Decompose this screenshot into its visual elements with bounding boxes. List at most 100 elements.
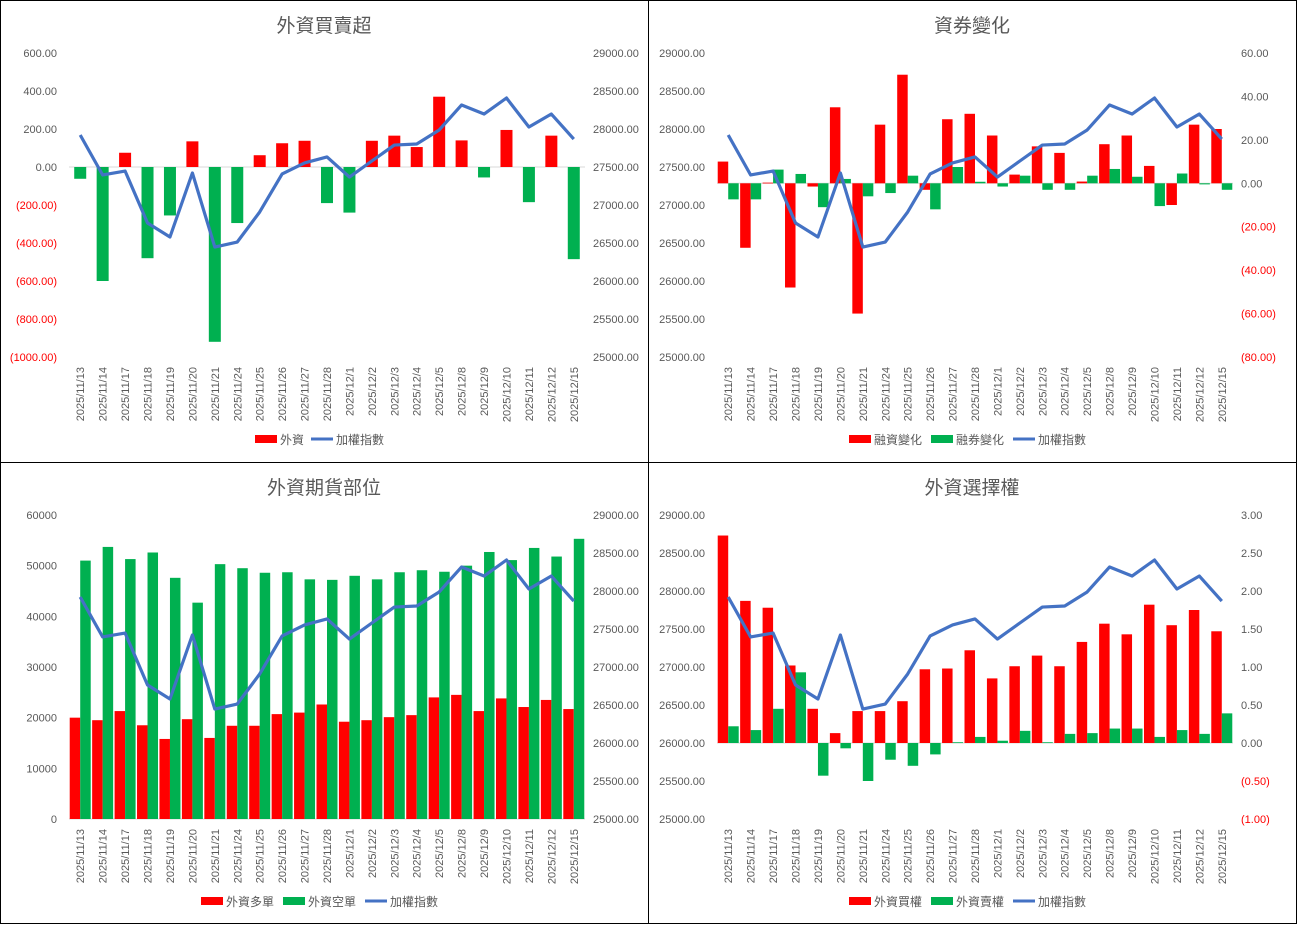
left-axis-tick-label: 600.00: [23, 48, 57, 60]
right-axis-tick-label: 26000.00: [593, 276, 639, 288]
index-line: [78, 96, 575, 249]
bar-外資買權: [964, 650, 975, 743]
bar-外資多單: [137, 725, 148, 819]
right-axis-tick-label: 2.00: [1241, 586, 1262, 598]
category-label: 2025/11/14: [746, 367, 758, 421]
bar-外資買權: [807, 708, 818, 743]
category-label: 2025/12/4: [1060, 367, 1072, 416]
bar-融資變化: [829, 107, 841, 184]
chart-svg: 外資選擇權 29000.00 28500.00 28000.00 27500.00 270…: [659, 477, 1270, 909]
bar-外資賣權: [1109, 728, 1121, 743]
category-label: 2025/12/10: [501, 367, 513, 422]
left-axis-tick-label: 28000.00: [659, 124, 705, 136]
bar-外資買權: [897, 701, 908, 743]
bar-外資賣權: [862, 743, 874, 781]
category-label: 2025/12/5: [1082, 367, 1094, 416]
bar-外資空單: [304, 579, 316, 819]
bar-外資多單: [495, 698, 507, 819]
bar-融資變化: [1166, 183, 1177, 205]
bar-融券變化: [1064, 183, 1076, 190]
category-label: 2025/12/8: [1105, 829, 1117, 878]
bar-外資多單: [361, 720, 372, 819]
category-label: 2025/11/20: [835, 829, 847, 883]
bar-融券變化: [840, 178, 851, 184]
bar-外資: [141, 167, 154, 259]
category-label: 2025/12/9: [1127, 829, 1139, 878]
bar-融資變化: [874, 124, 886, 184]
category-label: 2025/12/15: [1217, 829, 1229, 884]
legend-swatch: [931, 435, 953, 443]
bar-外資買權: [1099, 623, 1110, 743]
category-label: 2025/12/2: [1015, 367, 1027, 416]
category-label: 2025/12/12: [546, 367, 558, 422]
left-axis-tick-label: 26000.00: [659, 738, 705, 750]
bar-外資: [276, 143, 289, 167]
right-axis-tick-label: (80.00): [1241, 352, 1276, 364]
bar-外資賣權: [952, 742, 964, 744]
left-axis-tick-label: 0: [51, 814, 57, 826]
category-label: 2025/11/26: [277, 829, 289, 883]
right-axis-tick-label: 28000.00: [593, 124, 639, 136]
foreign-options-chart: 外資選擇權 29000.00 28500.00 28000.00 27500.00 270…: [648, 462, 1297, 924]
right-axis-tick-label: 29000.00: [593, 48, 639, 60]
legend-label: 加權指數: [1038, 894, 1086, 909]
right-axis-tick-label: 27000.00: [593, 200, 639, 212]
bar-融資變化: [852, 183, 863, 314]
bar-外資買權: [1009, 666, 1020, 743]
category-label: 2025/11/26: [925, 367, 937, 421]
bar-融券變化: [1221, 183, 1233, 190]
left-axis-tick-label: 28500.00: [659, 548, 705, 560]
bar-外資買權: [1054, 666, 1065, 743]
index-line: [726, 96, 1223, 249]
category-label: 2025/11/20: [835, 367, 847, 421]
category-label: 2025/11/13: [75, 829, 87, 883]
bar-外資賣權: [997, 740, 1008, 743]
category-label: 2025/12/11: [1172, 829, 1184, 883]
category-label: 2025/12/3: [389, 367, 401, 416]
bar-外資空單: [573, 538, 585, 819]
bar-外資買權: [829, 733, 841, 743]
bar-外資空單: [125, 559, 136, 819]
bar-外資空單: [147, 552, 159, 819]
bar-外資空單: [237, 568, 248, 819]
category-label: 2025/12/9: [479, 367, 491, 416]
category-label: 2025/12/3: [1037, 367, 1049, 416]
bar-外資多單: [159, 738, 170, 819]
bar-外資多單: [518, 707, 529, 819]
category-label: 2025/12/11: [524, 829, 536, 883]
right-axis-tick-label: (40.00): [1241, 265, 1276, 277]
right-axis-tick-label: 27000.00: [593, 662, 639, 674]
bar-融資變化: [964, 113, 975, 184]
category-label: 2025/11/19: [813, 367, 825, 421]
bar-外資: [545, 135, 558, 167]
bar-外資賣權: [750, 730, 762, 743]
bar-外資賣權: [1087, 733, 1098, 743]
category-label: 2025/12/15: [569, 367, 581, 422]
category-label: 2025/11/19: [165, 829, 177, 883]
legend-label: 外資賣權: [956, 894, 1004, 909]
bar-外資: [410, 147, 423, 167]
chart-svg: 資券變化 29000.00 28500.00 28000.00 27500.00 2700…: [659, 15, 1276, 447]
bar-融券變化: [1199, 183, 1210, 185]
bar-外資: [96, 167, 109, 281]
left-axis-tick-label: 50000: [26, 561, 57, 573]
bar-外資空單: [484, 551, 495, 819]
category-label: 2025/11/21: [210, 367, 222, 421]
bar-外資賣權: [930, 743, 941, 755]
foreign-net-buy-chart: 外資買賣超 600.00 400.00 200.00 0.00 (200.00) (400.…: [0, 0, 649, 463]
right-axis-tick-label: 2.50: [1241, 548, 1262, 560]
right-axis-tick-label: 29000.00: [593, 510, 639, 522]
bar-外資賣權: [1176, 730, 1188, 743]
right-axis-tick-label: 0.00: [1241, 738, 1262, 750]
bar-外資: [163, 167, 176, 216]
legend-label: 外資多單: [226, 895, 274, 909]
bar-外資多單: [294, 712, 305, 819]
bar-外資賣權: [840, 743, 851, 749]
category-label: 2025/11/24: [880, 367, 892, 421]
bar-外資: [522, 167, 535, 203]
category-label: 2025/11/28: [322, 829, 334, 883]
bar-外資賣權: [975, 736, 986, 743]
chart-svg: 外資期貨部位 60000 50000 40000 30000 20000 10000 0 290…: [26, 477, 639, 909]
bar-外資賣權: [1132, 728, 1143, 743]
